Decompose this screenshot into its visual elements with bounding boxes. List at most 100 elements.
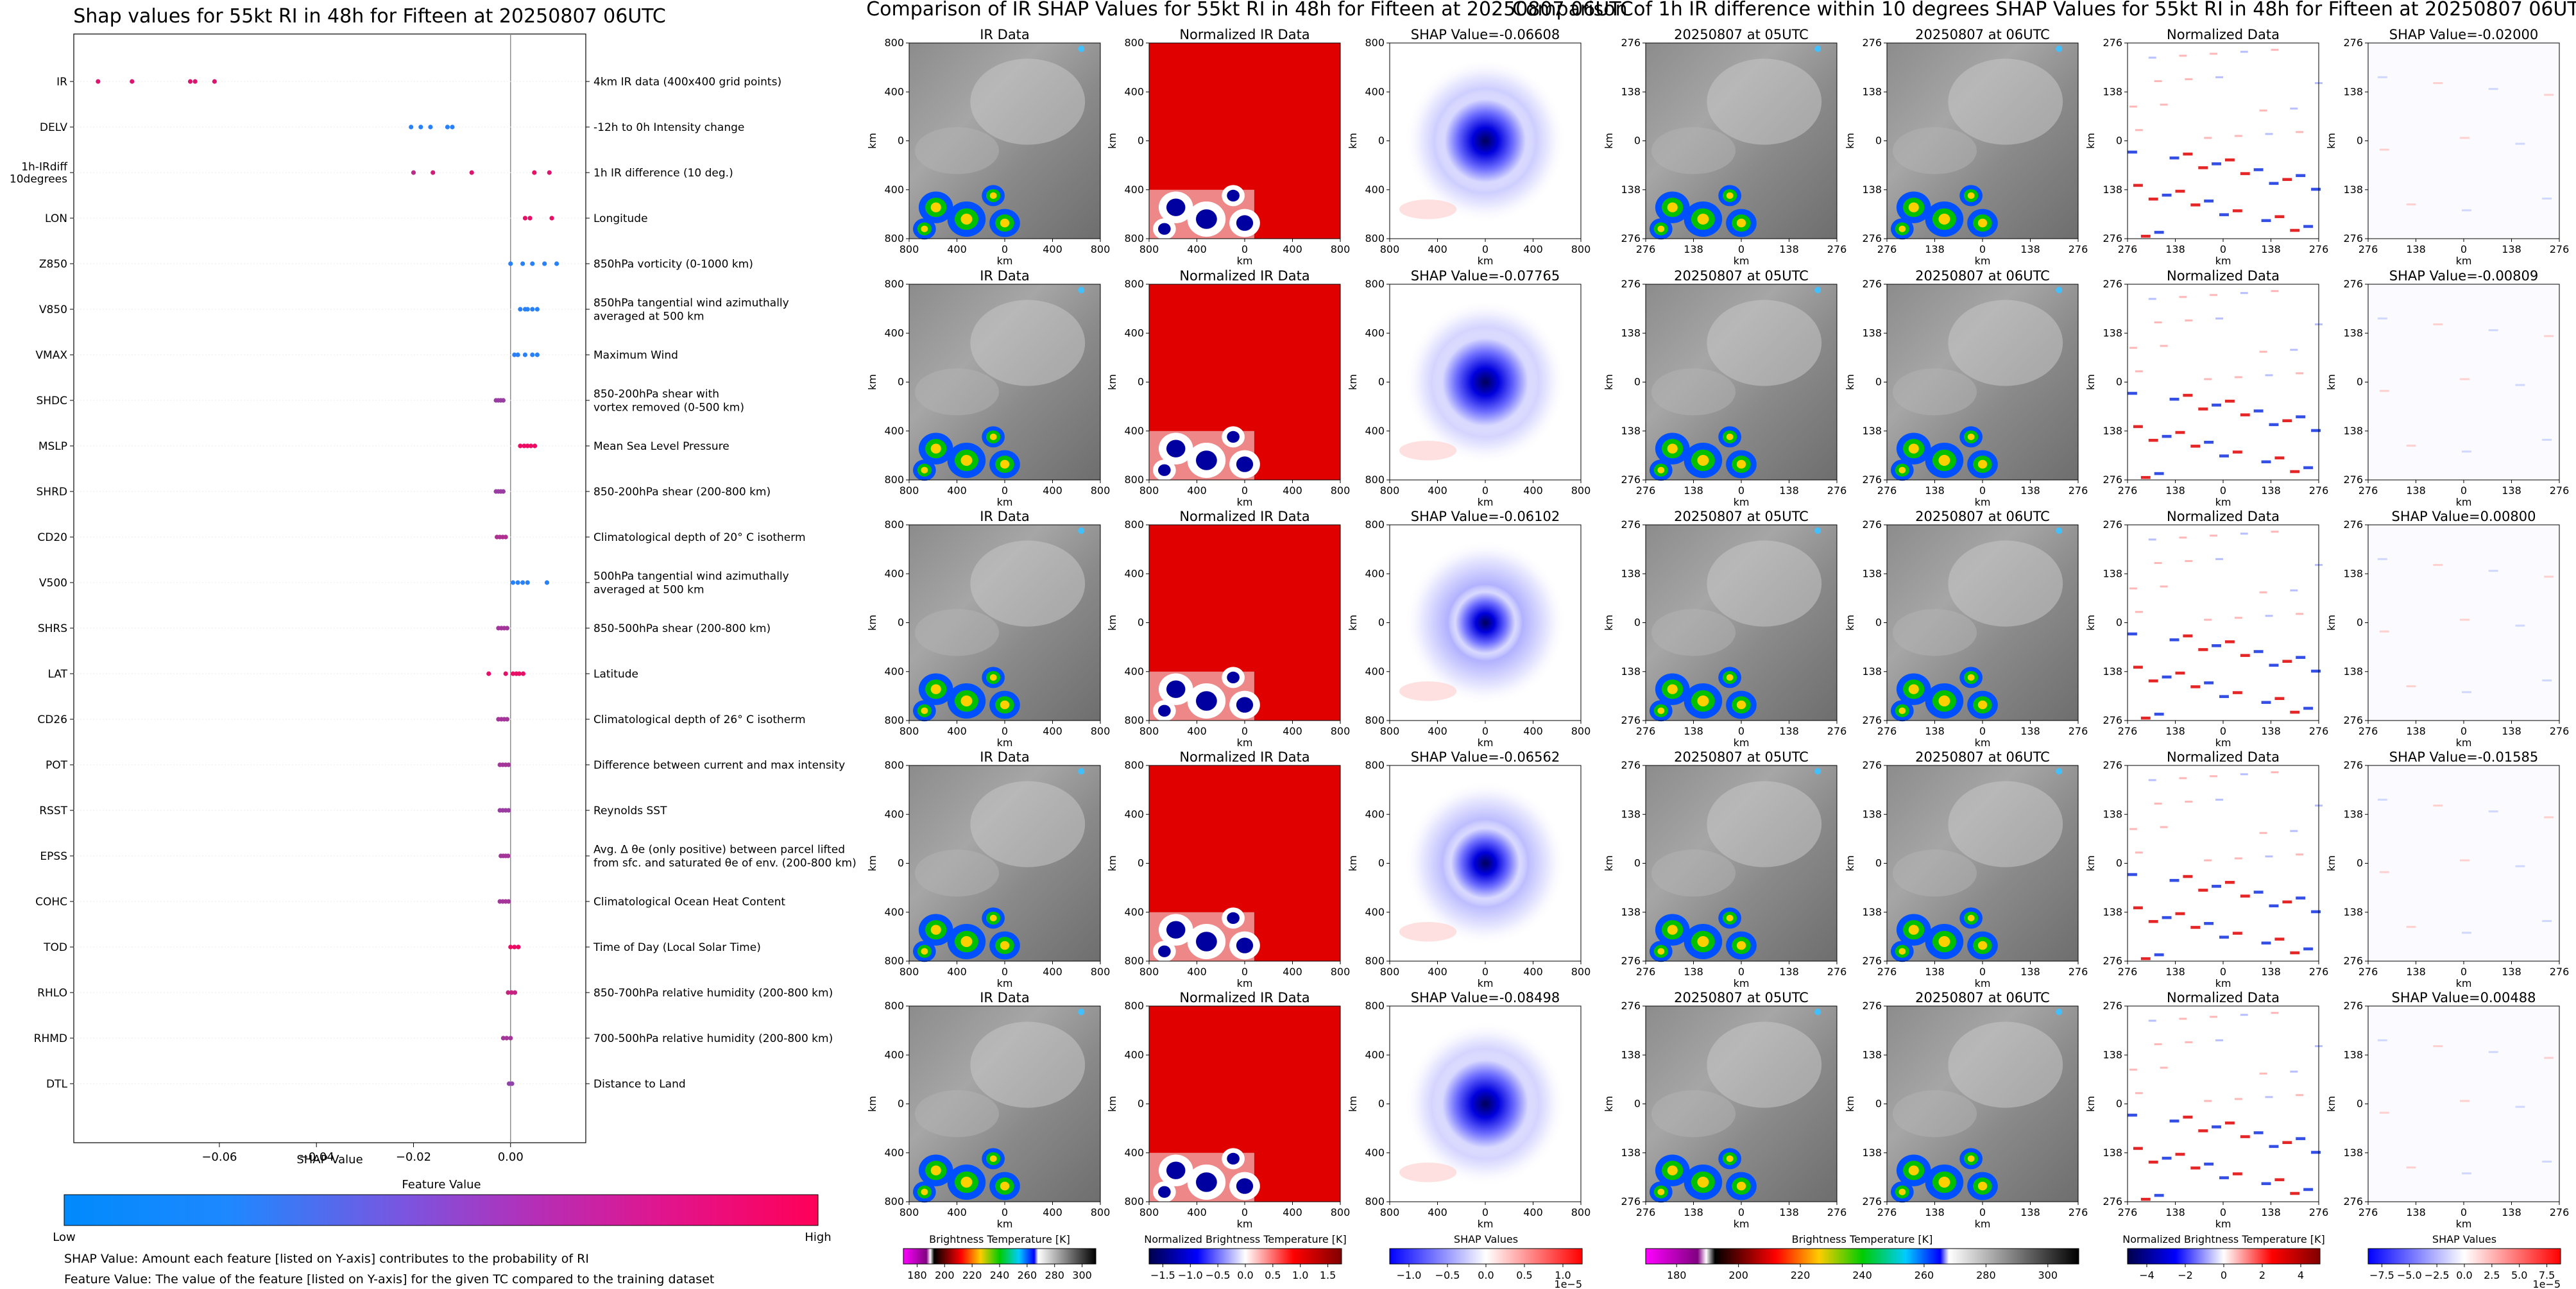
colorbar-tick-label: 2.5 [2484, 1269, 2500, 1281]
y-tick-label: 800 [1124, 232, 1144, 244]
colorbar-tick-label: −1.0 [1397, 1269, 1422, 1281]
diff-streak [2148, 197, 2158, 201]
y-tick-label: 138 [2103, 1147, 2122, 1159]
y-axis-label: km [866, 855, 878, 871]
cold-spot [1078, 1009, 1085, 1016]
y-tick-label: 800 [1365, 1000, 1385, 1012]
y-tick-label: 0 [1875, 1098, 1882, 1110]
colorbar-label: SHAP Values [2432, 1233, 2496, 1245]
diff-streak [2154, 230, 2164, 234]
colorbar: Normalized Brightness Temperature [K] −1.… [1144, 1233, 1347, 1281]
x-tick-label: 0 [1738, 725, 1744, 737]
convective-peak [1657, 225, 1665, 232]
y-tick-label: 276 [2103, 518, 2122, 531]
diff-streak [2224, 1121, 2235, 1125]
x-tick-label: 400 [1523, 966, 1543, 978]
y-tick-label: 0 [1138, 376, 1144, 388]
diff-shap-fleck [2544, 94, 2554, 96]
diff-shap-fleck [2488, 1051, 2498, 1054]
shap-xlabel: SHAP Value [296, 1153, 363, 1166]
y-axis-label: km [1844, 855, 1856, 871]
diff-streak [2274, 697, 2285, 700]
cloud-band [914, 368, 1000, 416]
diff-streak [2183, 1115, 2193, 1119]
y-tick-label: 400 [1124, 425, 1144, 437]
convective-peak [1697, 695, 1709, 707]
y-tick-label: 800 [1124, 955, 1144, 967]
colorbar-tick-label: 4 [2298, 1269, 2304, 1281]
x-tick-label: 138 [1925, 1206, 1945, 1218]
y-tick-label: 0 [898, 376, 904, 388]
convective-peak [1667, 925, 1678, 935]
cloud-band [1948, 1021, 2063, 1108]
shap-point [520, 261, 525, 266]
y-tick-label: 800 [884, 759, 904, 771]
x-tick-label: 138 [2502, 725, 2521, 737]
x-axis-label: km [2456, 1218, 2472, 1230]
shap-point [515, 580, 520, 585]
cold-spot [2056, 287, 2063, 294]
convective-peak [1736, 218, 1746, 228]
feature-row: RSST Reynolds SST [39, 805, 667, 817]
diff-streak [2274, 456, 2285, 459]
y-tick-label: 0 [1634, 617, 1641, 629]
y-tick-label: 400 [1365, 425, 1385, 437]
x-tick-label: 800 [900, 243, 919, 255]
y-tick-label: 400 [884, 665, 904, 678]
diff-section-title: Comparison of 1h IR difference within 10… [1512, 0, 2576, 21]
shap-point [532, 170, 537, 175]
cloud-band [1892, 849, 1977, 897]
convective-peak [1736, 1181, 1746, 1191]
diff-field [2128, 525, 2319, 721]
x-tick-label: 0 [1002, 243, 1008, 255]
cold-spot [1814, 768, 1821, 775]
convective-peak [1908, 684, 1919, 694]
convective-peak [960, 1176, 973, 1188]
feature-description: 850hPa tangential wind azimuthally [593, 297, 789, 310]
feature-description: -12h to 0h Intensity change [593, 121, 744, 134]
cold-spot [2056, 46, 2063, 53]
x-axis-label: km [2215, 496, 2231, 508]
diff-shap-fleck [2379, 871, 2389, 873]
convective-peak [989, 1155, 997, 1163]
shap-point [130, 79, 135, 84]
x-tick-label: 800 [1380, 484, 1400, 497]
diff-fleck [2296, 613, 2304, 615]
diff-shap-fleck [2379, 389, 2389, 392]
y-tick-label: 276 [1862, 1195, 1882, 1208]
colorbar-tick-label: 180 [907, 1269, 927, 1281]
convective-peak [1726, 192, 1734, 200]
feature-name: Z850 [39, 258, 67, 271]
y-tick-label: 138 [1621, 425, 1641, 437]
diff-streak [2290, 1191, 2300, 1195]
x-tick-label: 138 [2165, 243, 2185, 255]
shap-note-1: SHAP Value: Amount each feature [listed … [64, 1252, 589, 1266]
x-tick-label: 800 [900, 725, 919, 737]
x-tick-label: 800 [1091, 484, 1111, 497]
x-tick-label: 276 [1877, 1206, 1897, 1218]
y-axis-label: km [1347, 374, 1359, 390]
x-axis-label: km [2456, 977, 2472, 989]
cloud-band [914, 127, 1000, 175]
convective-peak [1667, 684, 1678, 694]
diff-streak [2290, 470, 2300, 474]
y-tick-label: 400 [1365, 1048, 1385, 1061]
diff-streak [2232, 691, 2242, 694]
shap-positive-patch [1399, 681, 1457, 701]
diff-streak [2296, 174, 2306, 177]
y-tick-label: 138 [1621, 1147, 1641, 1159]
x-tick-label: 800 [1139, 484, 1159, 497]
diff-streak [2224, 640, 2235, 644]
y-tick-label: 276 [2103, 232, 2122, 244]
x-tick-label: 0 [2461, 243, 2467, 255]
y-tick-label: 800 [884, 474, 904, 486]
diff-shap-fleck [2433, 1045, 2443, 1048]
diff-fleck [2240, 1014, 2248, 1016]
x-tick-label: 276 [2068, 725, 2088, 737]
diff-streak [2140, 475, 2151, 479]
diff-streak [2204, 200, 2214, 203]
y-axis-label: km [1347, 133, 1359, 149]
y-tick-label: 276 [1862, 474, 1882, 486]
y-tick-label: 800 [1124, 37, 1144, 49]
